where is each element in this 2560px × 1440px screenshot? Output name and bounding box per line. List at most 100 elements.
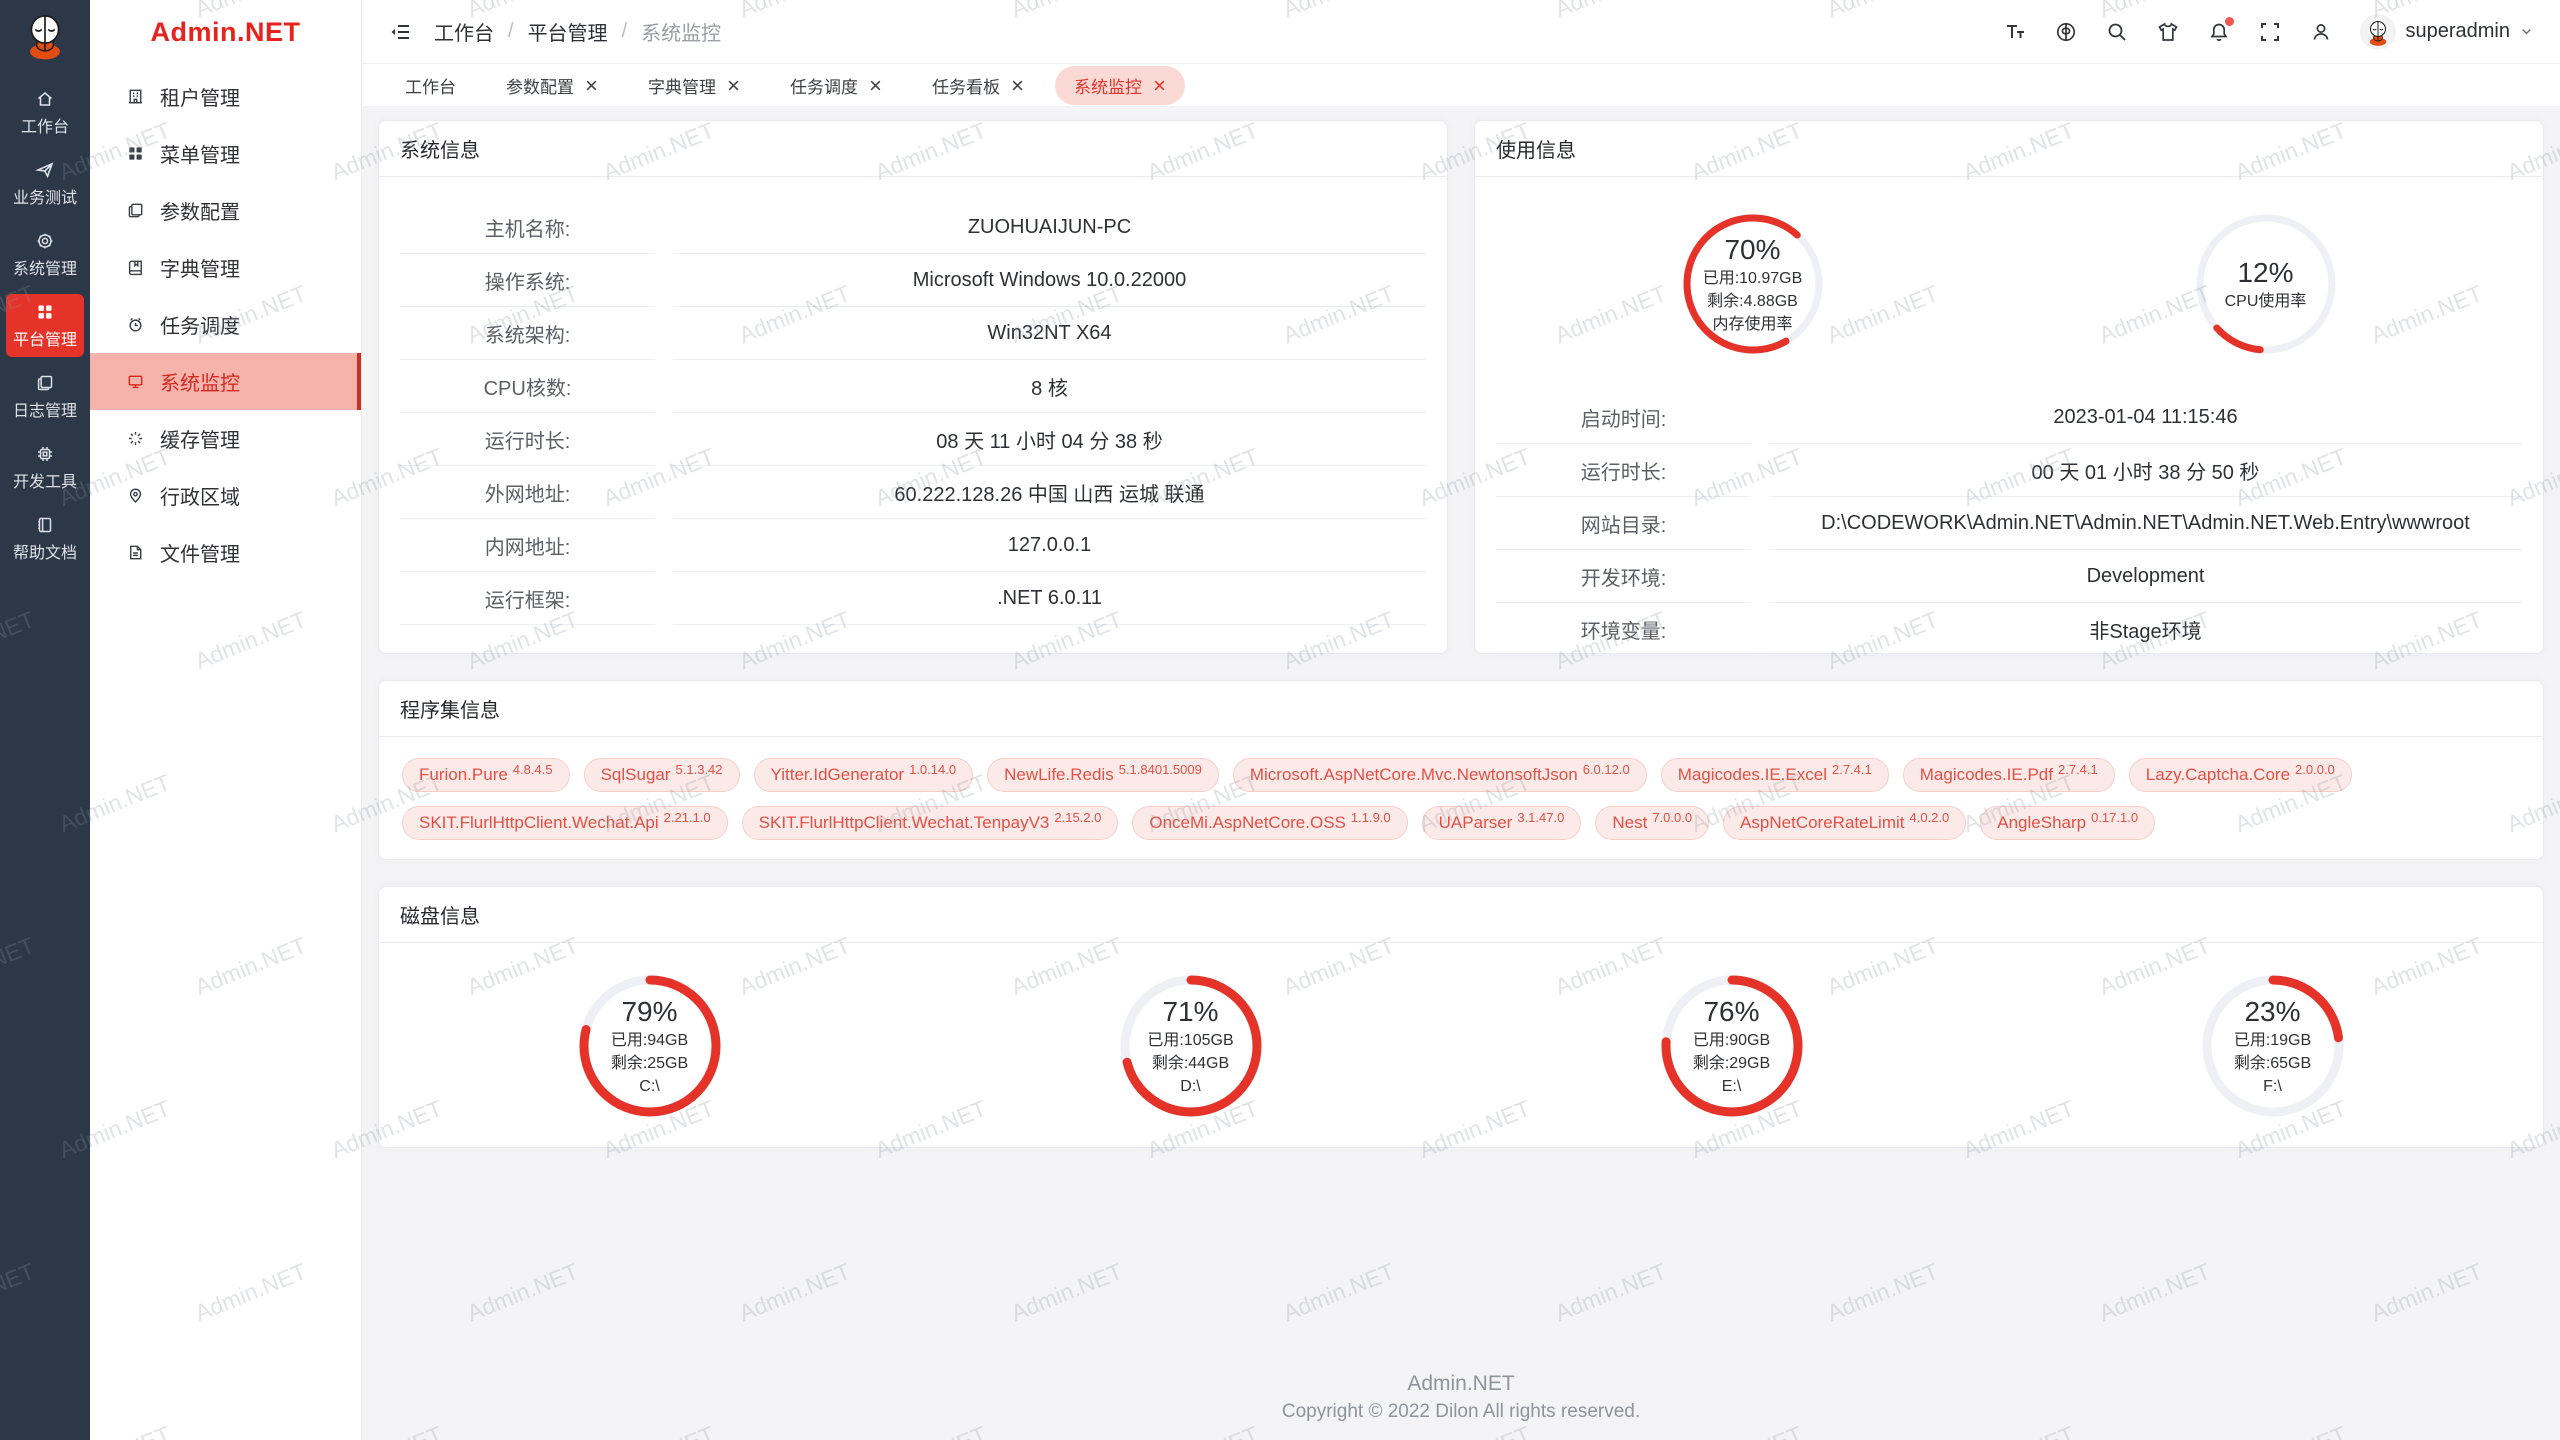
assembly-tag: Magicodes.IE.Pdf 2.7.4.1: [1902, 758, 2115, 792]
cpu-usage-gauge: 12% CPU使用率: [2191, 209, 2341, 359]
user-profile-icon[interactable]: [2309, 20, 2333, 44]
sidebar-item-cache-management[interactable]: 缓存管理: [90, 410, 361, 467]
font-size-icon[interactable]: [2003, 20, 2027, 44]
usage-info-card: 使用信息 70% 已用:10.97GB: [1474, 120, 2544, 656]
footer-app-name: Admin.NET: [1407, 1372, 1515, 1395]
sidebar-item-file-management[interactable]: 文件管理: [90, 524, 361, 581]
assembly-tag: SqlSugar 5.1.3.42: [583, 758, 740, 792]
close-icon[interactable]: [1153, 79, 1166, 92]
search-icon[interactable]: [2105, 20, 2129, 44]
sidebar-item-system-monitor[interactable]: 系统监控: [90, 353, 361, 410]
fullscreen-icon[interactable]: [2258, 20, 2282, 44]
tab-parameter-config[interactable]: 参数配置: [487, 66, 617, 105]
sidebar-item-label: 字典管理: [160, 259, 240, 281]
sidebar-item-label: 行政区域: [160, 487, 240, 509]
assembly-tag: Nest 7.0.0.0: [1595, 806, 1710, 840]
top-bar: 工作台 / 平台管理 / 系统监控: [362, 0, 2560, 64]
footer-copyright: Copyright © 2022 Dilon All rights reserv…: [1281, 1401, 1641, 1422]
breadcrumb-item[interactable]: 平台管理: [527, 23, 608, 45]
close-icon[interactable]: [869, 79, 882, 92]
primary-sidebar: 工作台 业务测试 系统管理 平台管理 日志管理 开发工具 帮助文档: [0, 0, 90, 1440]
app-logo-text: Admin.NET: [150, 16, 301, 47]
rail-item-help-docs[interactable]: 帮助文档: [6, 507, 84, 570]
close-icon[interactable]: [585, 79, 598, 92]
sidebar-item-task-schedule[interactable]: 任务调度: [90, 296, 361, 353]
copy-documents-icon: [37, 375, 53, 391]
system-info-card: 系统信息 主机名称: ZUOHUAIJUN-PC 操作系统: Microsoft W…: [378, 120, 1448, 654]
gauge-percent: 70%: [1724, 233, 1781, 265]
rail-item-business-test[interactable]: 业务测试: [6, 152, 84, 215]
breadcrumb-separator: /: [508, 20, 514, 42]
disk-c-gauge: 79% 已用:94GB 剩余:25GB C:\: [575, 971, 725, 1121]
close-icon[interactable]: [727, 79, 740, 92]
assembly-tag: Magicodes.IE.Excel 2.7.4.1: [1660, 758, 1889, 792]
sidebar-item-menu-management[interactable]: 菜单管理: [90, 125, 361, 182]
breadcrumb-separator: /: [621, 20, 628, 42]
sidebar-item-label: 参数配置: [160, 202, 240, 224]
rail-item-workbench[interactable]: 工作台: [6, 81, 84, 144]
grid-icon: [38, 305, 52, 319]
info-row: 内网地址: 127.0.0.1: [400, 519, 1426, 572]
info-row: 操作系统: Microsoft Windows 10.0.22000: [400, 254, 1426, 307]
theme-shirt-icon[interactable]: [2156, 20, 2180, 44]
page-footer: Admin.NET Copyright © 2022 Dilon All rig…: [378, 1370, 2544, 1426]
language-icon[interactable]: [2054, 20, 2078, 44]
notification-bell-icon[interactable]: [2207, 16, 2235, 44]
tab-task-board[interactable]: 任务看板: [913, 66, 1043, 105]
sidebar-item-parameter-config[interactable]: 参数配置: [90, 182, 361, 239]
info-row: 开发环境: Development: [1496, 550, 2522, 603]
rail-item-system-management[interactable]: 系统管理: [6, 223, 84, 286]
info-row: 运行框架: .NET 6.0.11: [400, 572, 1426, 625]
card-title: 系统信息: [379, 121, 1447, 177]
gauge-percent: 79%: [621, 995, 678, 1027]
info-row: 环境变量: 非Stage环境: [1496, 603, 2522, 656]
user-menu[interactable]: superadmin: [2360, 13, 2534, 50]
gauge-percent: 71%: [1162, 995, 1219, 1027]
sidebar-item-label: 系统监控: [160, 373, 240, 395]
card-title: 磁盘信息: [379, 887, 2543, 943]
close-icon[interactable]: [1011, 79, 1024, 92]
info-row: 网站目录: D:\CODEWORK\Admin.NET\Admin.NET\Adm…: [1496, 497, 2522, 550]
rail-item-log-management[interactable]: 日志管理: [6, 365, 84, 428]
sidebar-item-admin-region[interactable]: 行政区域: [90, 467, 361, 524]
rail-item-platform-management[interactable]: 平台管理: [6, 294, 84, 357]
sidebar-item-label: 文件管理: [160, 544, 240, 566]
book-icon: [38, 517, 52, 533]
info-row: 运行时长: 00 天 01 小时 38 分 50 秒: [1496, 444, 2522, 497]
info-row: 外网地址: 60.222.128.26 中国 山西 运城 联通: [400, 466, 1426, 519]
notebook-icon: [128, 260, 142, 276]
card-title: 程序集信息: [379, 681, 2543, 737]
tab-dictionary-management[interactable]: 字典管理: [629, 66, 759, 105]
breadcrumb-item[interactable]: 工作台: [434, 23, 494, 45]
document-icon: [130, 545, 142, 560]
disk-gauges: 79% 已用:94GB 剩余:25GB C:\ 71% 已用:105GB 剩余:…: [379, 943, 2543, 1149]
page-content: 系统信息 主机名称: ZUOHUAIJUN-PC 操作系统: Microsoft W…: [362, 106, 2560, 1440]
tab-system-monitor[interactable]: 系统监控: [1055, 65, 1185, 105]
sidebar-item-tenant-management[interactable]: 租户管理: [90, 68, 361, 125]
notification-dot: [2225, 16, 2235, 26]
card-title: 使用信息: [1475, 121, 2543, 177]
building-icon: [129, 89, 142, 104]
sidebar-item-dictionary-management[interactable]: 字典管理: [90, 239, 361, 296]
tab-task-schedule[interactable]: 任务调度: [771, 66, 901, 105]
alarm-clock-icon: [129, 317, 142, 332]
info-row: 主机名称: ZUOHUAIJUN-PC: [400, 201, 1426, 254]
chevron-down-icon: [2522, 29, 2531, 35]
location-pin-icon: [129, 488, 142, 503]
page-tabs: 工作台 参数配置 字典管理 任务调度 任务看板 系统监控: [362, 64, 2560, 106]
assembly-tag: Yitter.IdGenerator 1.0.14.0: [753, 758, 974, 792]
assembly-tag-list: Furion.Pure 4.8.4.5 SqlSugar 5.1.3.42 Yitt…: [379, 737, 2543, 861]
secondary-sidebar: Admin.NET 租户管理 菜单管理 参数配置 字典管理 任务调度: [90, 0, 362, 1440]
assembly-tag: Microsoft.AspNetCore.Mvc.NewtonsoftJson 6…: [1232, 758, 1647, 792]
assembly-tag: OnceMi.AspNetCore.OSS 1.1.9.0: [1132, 806, 1408, 840]
sidebar-item-label: 租户管理: [160, 88, 240, 110]
rail-item-dev-tools[interactable]: 开发工具: [6, 436, 84, 499]
grid-icon: [129, 147, 142, 160]
tab-workbench[interactable]: 工作台: [405, 77, 456, 97]
sidebar-item-label: 任务调度: [160, 316, 240, 338]
gauge-percent: 12%: [2237, 256, 2294, 288]
assembly-tag: Lazy.Captcha.Core 2.0.0.0: [2128, 758, 2352, 792]
menu-fold-icon[interactable]: [388, 20, 412, 44]
assembly-tag: AngleSharp 0.17.1.0: [1980, 806, 2156, 840]
